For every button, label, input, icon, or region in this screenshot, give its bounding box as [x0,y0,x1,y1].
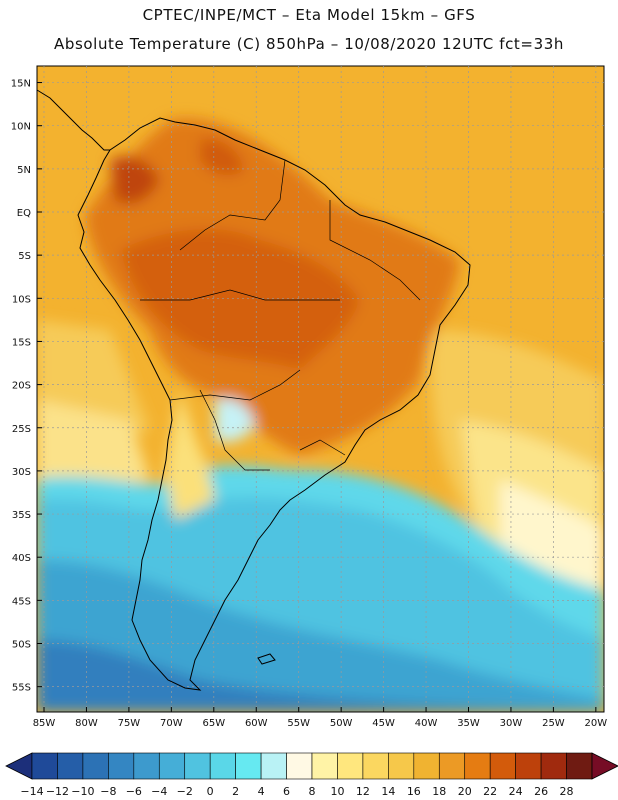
country-border [140,289,340,301]
country-border [169,369,301,401]
lon-label: 80W [75,718,98,729]
lon-label: 40W [415,718,438,729]
colorbar-swatch [260,752,287,780]
lat-label: 10N [11,122,31,133]
colorbar-label: −4 [151,785,167,798]
colorbar-label: 12 [356,785,370,798]
lon-label: 75W [118,718,141,729]
colorbar-label: 24 [509,785,523,798]
colorbar-swatch [311,752,338,780]
colorbar-label: 26 [534,785,548,798]
lat-label: 35S [12,510,31,521]
colorbar-label: 6 [283,785,290,798]
colorbar-label: −10 [71,785,94,798]
colorbar-label: 10 [330,785,344,798]
lon-label: 30W [500,718,523,729]
title-line-1: CPTEC/INPE/MCT – Eta Model 15km – GFS [142,6,476,24]
latitude-labels: 15N 10N 5N EQ 5S 10S 15S 20S 25S 30S 35S 40S 45S 50S 5… [11,79,31,694]
colorbar-swatch [235,752,262,780]
country-border [329,200,421,301]
colorbar-swatch [209,752,236,780]
colorbar-label: 4 [258,785,265,798]
lat-label: 5S [18,251,31,262]
lat-label: 15N [11,79,31,90]
colorbar-label: 20 [458,785,472,798]
colorbar-swatch [540,752,567,780]
south-america-coastline [77,117,471,691]
country-border [199,389,270,471]
colorbar-swatch [515,752,542,780]
colorbar-label: 28 [560,785,574,798]
lat-label: 10S [12,294,31,305]
colorbar-label: 14 [381,785,395,798]
colorbar-label: −6 [126,785,142,798]
lat-label: 5N [17,165,31,176]
longitude-labels: 85W 80W 75W 70W 65W 60W 55W 50W 45W 40W 35W 30W 25W 2… [33,718,608,729]
central-america-coastline [36,89,110,151]
colorbar [5,752,618,780]
lat-label: EQ [17,208,31,219]
colorbar-label: 16 [407,785,421,798]
map-frame [36,65,605,713]
colorbar-swatch [464,752,491,780]
country-border [179,159,286,251]
lon-label: 45W [372,718,395,729]
graticule [37,66,604,712]
colorbar-swatch [362,752,389,780]
lat-label: 55S [12,683,31,694]
colorbar-label: 22 [483,785,497,798]
lat-label: 30S [12,467,31,478]
colorbar-swatch [108,752,135,780]
colorbar-under-triangle [5,752,33,780]
colorbar-swatch [31,752,58,780]
temperature-field [37,66,604,712]
coastlines [36,89,471,691]
colorbar-swatch [57,752,84,780]
lat-label: 25S [12,424,31,435]
colorbar-labels: −14 −12 −10 −8 −6 −4 −2 0 2 4 6 8 10 12 14 16 18 20 22 24 26… [20,785,573,798]
lat-label: 40S [12,553,31,564]
colorbar-swatch [438,752,466,780]
colorbar-label: −12 [46,785,69,798]
lon-label: 25W [542,718,565,729]
country-border [299,439,346,456]
colorbar-label: −8 [100,785,116,798]
colorbar-swatch [82,752,109,780]
colorbar-swatch [133,752,160,780]
colorbar-swatch [286,752,313,780]
lat-label: 15S [12,337,31,348]
colorbar-label: 8 [309,785,316,798]
colorbar-label: 2 [232,785,239,798]
lon-label: 85W [33,718,56,729]
lon-label: 50W [330,718,353,729]
lon-label: 20W [585,718,608,729]
lat-label: 45S [12,596,31,607]
colorbar-swatch [489,752,516,780]
lat-label: 20S [12,381,31,392]
falkland-islands [257,653,276,665]
colorbar-swatch [337,752,364,780]
colorbar-label: 18 [432,785,446,798]
lat-label: 50S [12,640,31,651]
colorbar-label: −14 [20,785,43,798]
title-line-2: Absolute Temperature (C) 850hPa – 10/08/… [54,35,564,53]
lon-label: 60W [245,718,268,729]
colorbar-swatch [184,752,211,780]
lon-label: 70W [160,718,183,729]
colorbar-swatch [388,752,415,780]
colorbar-swatch [158,752,186,780]
colorbar-label: −2 [177,785,193,798]
colorbar-over-triangle [591,752,618,780]
lon-label: 65W [202,718,225,729]
lon-label: 55W [287,718,310,729]
colorbar-swatch [413,752,440,780]
lon-label: 35W [457,718,480,729]
colorbar-label: 0 [207,785,214,798]
colorbar-swatch [566,752,593,780]
